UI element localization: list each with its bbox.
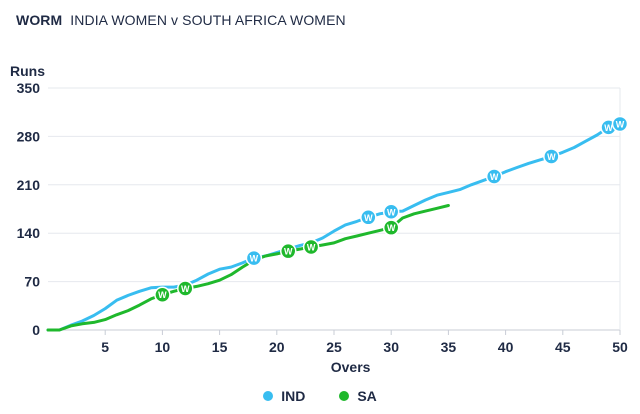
wicket-marker-ind: W <box>382 203 400 221</box>
y-tick-label: 350 <box>17 80 41 96</box>
wicket-label-sa: W <box>387 223 396 233</box>
legend-label-sa: SA <box>357 388 377 404</box>
y-tick-label: 70 <box>24 274 40 290</box>
wicket-dot-sa <box>154 286 171 303</box>
chart-title-match: INDIA WOMEN v SOUTH AFRICA WOMEN <box>70 12 346 28</box>
y-tick-label: 210 <box>17 177 41 193</box>
wicket-marker-sa: W <box>177 280 194 297</box>
wicket-dot-ind <box>245 249 263 267</box>
wicket-dot-ind <box>382 203 400 221</box>
wicket-dot-ind <box>485 168 503 185</box>
x-tick-label: 50 <box>612 339 628 355</box>
wicket-marker-sa: W <box>382 219 400 236</box>
legend-marker-ind <box>263 391 274 401</box>
wicket-marker-sa: W <box>302 238 320 256</box>
worm-chart: 0 70 140 210 280 350 5 10 15 20 25 30 35 40 45 50 Runs Ov… <box>10 63 629 375</box>
chart-title-label: WORM <box>16 12 63 28</box>
wicket-dot-sa <box>302 238 320 256</box>
wicket-label-ind: W <box>547 152 556 162</box>
wicket-marker-ind: W <box>245 249 263 267</box>
wicket-marker-ind: W <box>485 168 503 185</box>
x-tick-label: 10 <box>155 339 171 355</box>
wicket-label-ind: W <box>364 213 373 223</box>
wicket-marker-sa: W <box>154 286 171 303</box>
x-tick-label: 30 <box>383 339 399 355</box>
wicket-dot-sa <box>382 219 400 236</box>
legend-marker-sa <box>339 391 350 401</box>
wicket-label-ind: W <box>250 254 259 264</box>
legend-label-ind: IND <box>281 388 306 404</box>
y-axis-title: Runs <box>10 63 45 79</box>
y-tick-label: 0 <box>32 322 40 338</box>
wicket-label-sa: W <box>181 284 190 294</box>
x-tick-label: 15 <box>212 339 228 355</box>
y-tick-label: 280 <box>17 128 41 144</box>
wicket-label-sa: W <box>307 243 316 253</box>
wicket-marker-ind: W <box>360 209 377 226</box>
x-axis-title: Overs <box>331 359 371 375</box>
x-tick-label: 25 <box>326 339 342 355</box>
wicket-label-sa: W <box>158 290 167 300</box>
legend-item-sa[interactable]: SA <box>339 388 377 404</box>
wicket-dot-ind <box>360 209 377 226</box>
x-tick-label: 40 <box>498 339 514 355</box>
chart-title: WORM INDIA WOMEN v SOUTH AFRICA WOMEN <box>16 12 346 28</box>
wicket-marker-ind: W <box>543 148 560 165</box>
legend-item-ind[interactable]: IND <box>263 388 305 404</box>
wicket-marker-sa: W <box>279 242 297 260</box>
wicket-label-ind: W <box>387 207 396 217</box>
wicket-dot-sa <box>279 242 297 260</box>
wicket-dot-sa <box>177 280 194 297</box>
wicket-label-ind: W <box>604 123 613 133</box>
wicket-marker-ind: W <box>611 115 629 133</box>
wicket-label-ind: W <box>490 172 499 182</box>
chart-legend: IND SA <box>0 388 640 404</box>
wicket-dot-ind <box>611 115 629 133</box>
wicket-label-sa: W <box>284 247 293 257</box>
x-tick-label: 45 <box>555 339 571 355</box>
wicket-label-ind: W <box>616 119 625 129</box>
x-tick-label: 5 <box>101 339 109 355</box>
x-tick-label: 35 <box>441 339 457 355</box>
wicket-dot-ind <box>543 148 560 165</box>
y-tick-label: 140 <box>17 225 41 241</box>
series-line-ind <box>46 122 622 332</box>
x-tick-label: 20 <box>269 339 285 355</box>
